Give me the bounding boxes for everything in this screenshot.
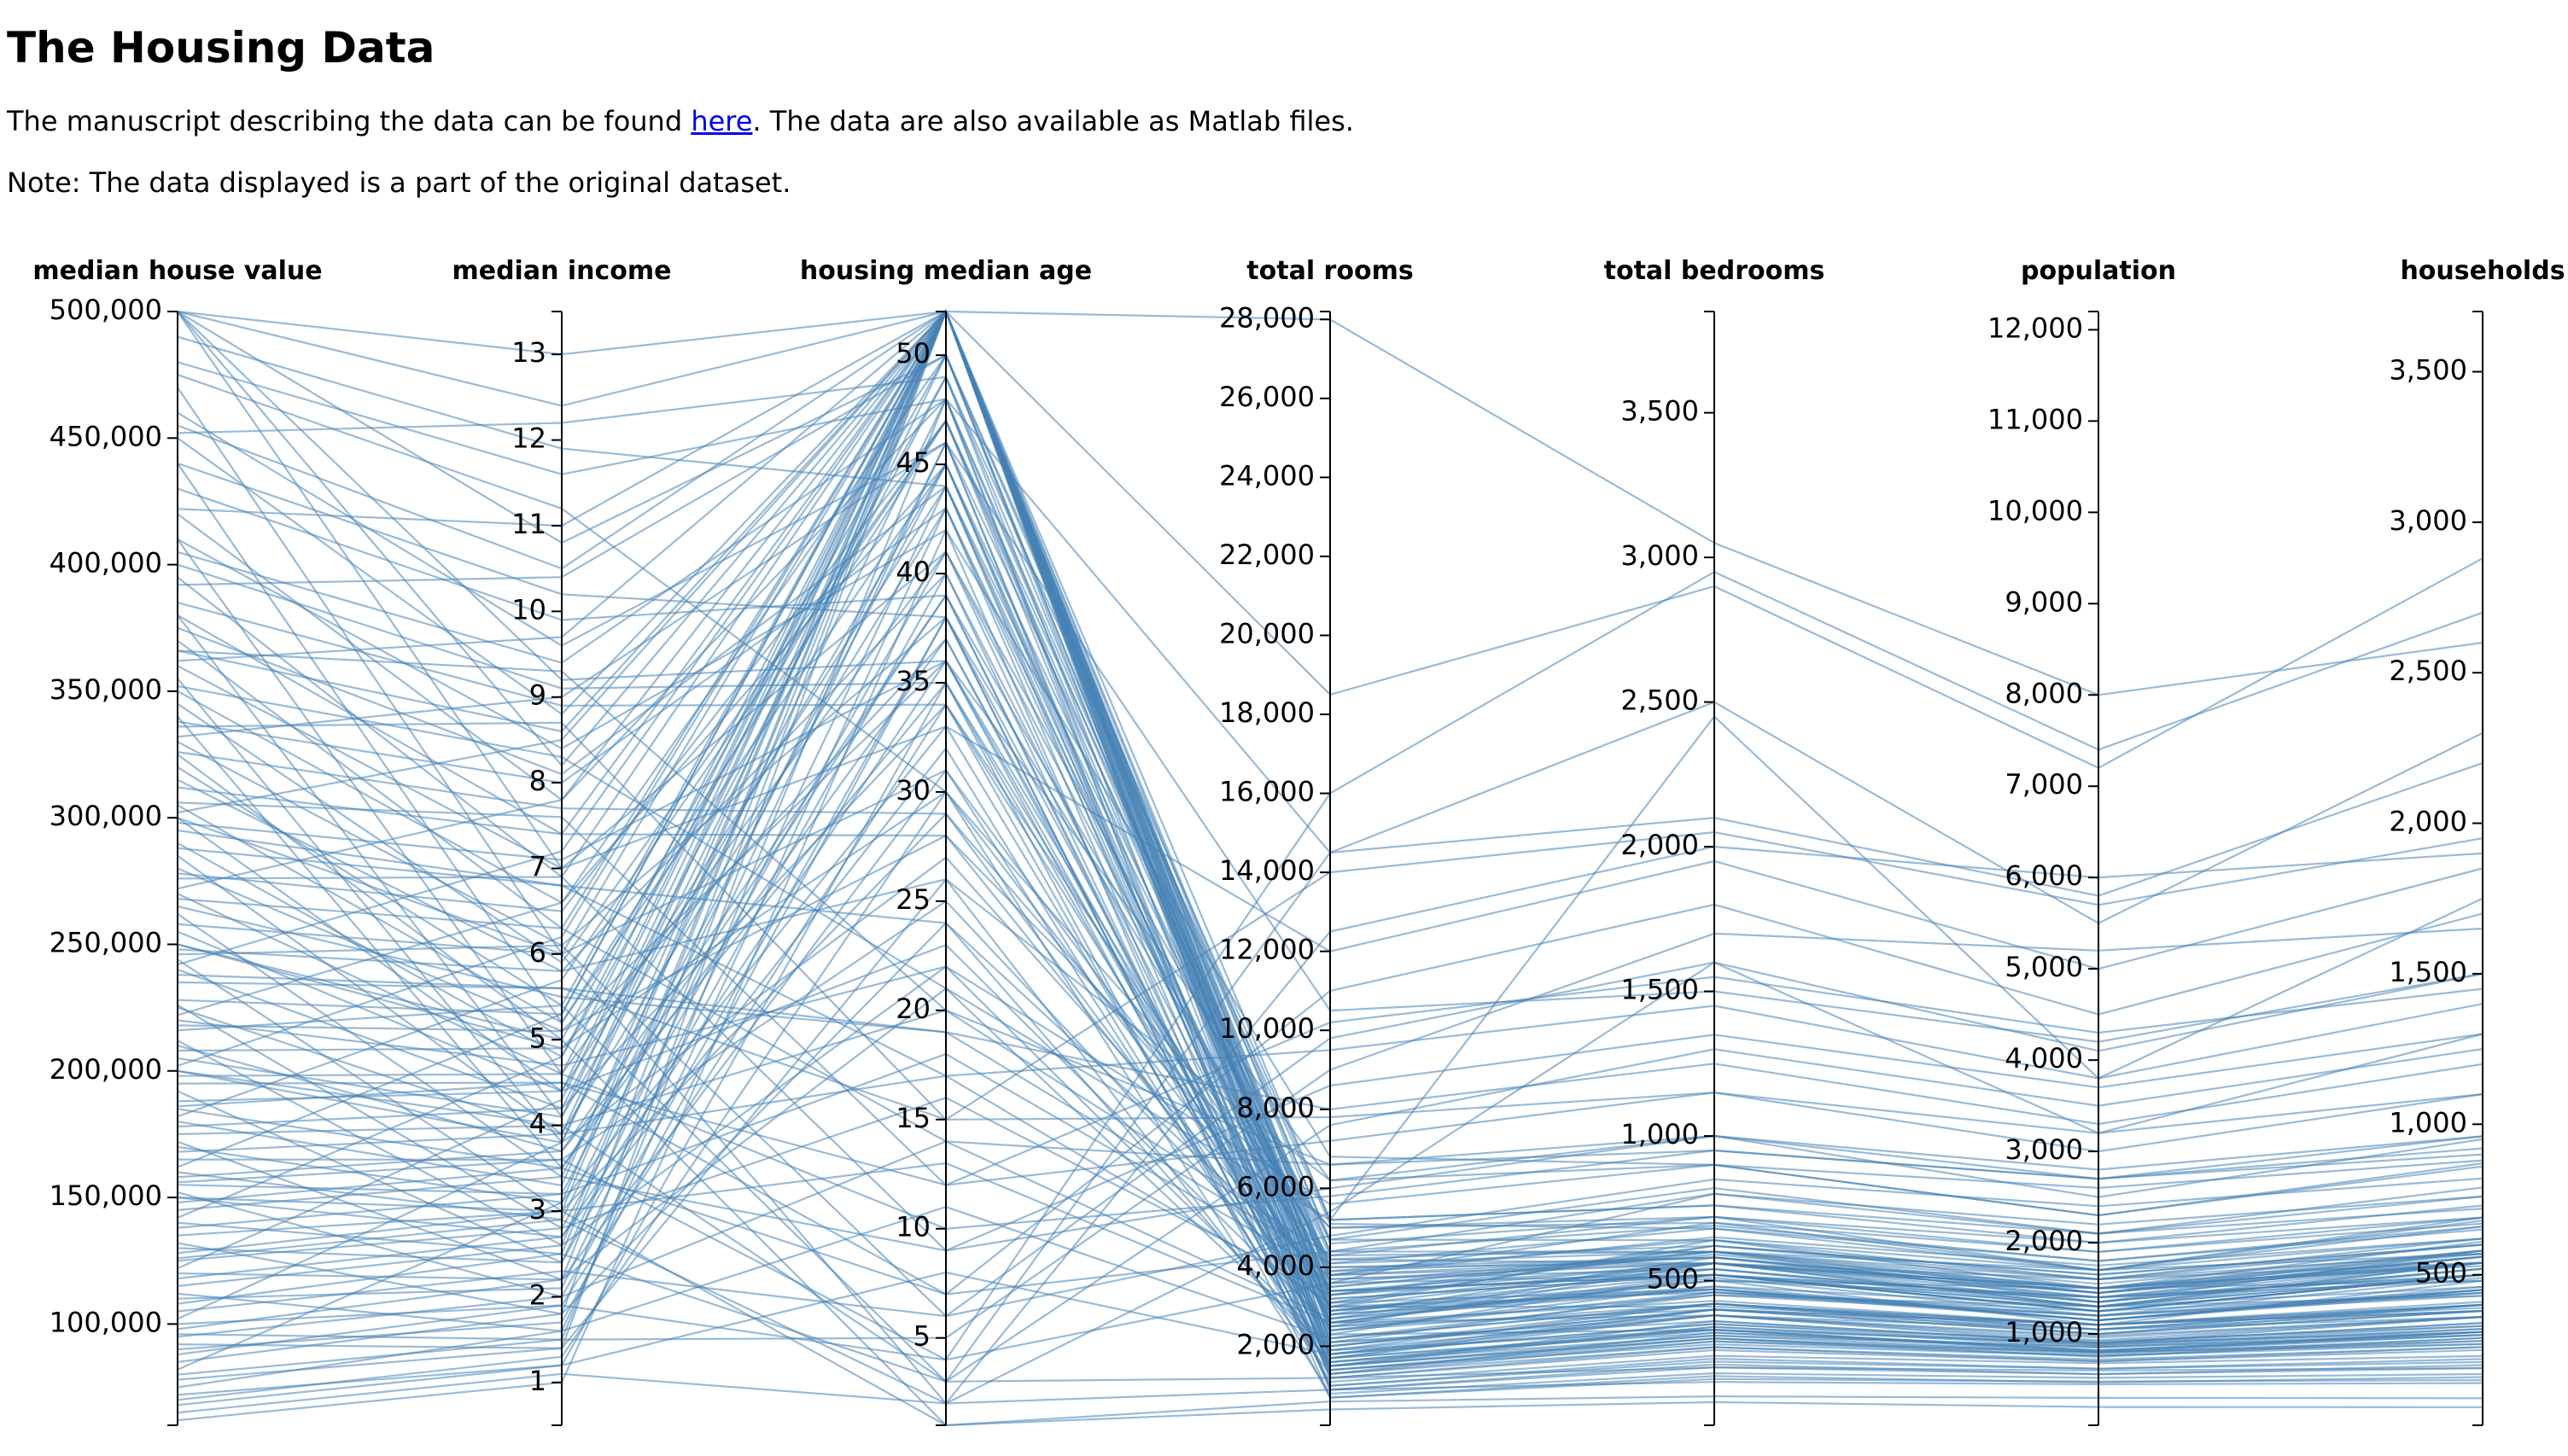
tick-label: 500	[2415, 1257, 2467, 1290]
tick-label: 6,000	[2005, 859, 2083, 892]
tick-label: 2,000	[2389, 806, 2467, 838]
axis-title[interactable]: housing median age	[800, 256, 1092, 286]
tick-label: 1,000	[2389, 1106, 2467, 1139]
tick-label: 28,000	[1219, 301, 1315, 334]
tick-label: 3,000	[2005, 1133, 2083, 1166]
tick-label: 5	[529, 1022, 546, 1054]
tick-label: 7	[529, 851, 546, 883]
tick-label: 2,500	[2389, 655, 2467, 687]
parallel-coordinates-chart[interactable]: 100,000 150,000 200,000 250,000 300,000 350,0…	[0, 230, 2568, 1456]
tick-label: 8	[529, 765, 546, 797]
tick-label: 7,000	[2005, 768, 2083, 801]
description-text-after: . The data are also available as Matlab …	[752, 105, 1354, 137]
tick-label: 1,500	[2389, 956, 2467, 988]
tick-label: 1,000	[2005, 1316, 2083, 1348]
axis-total-bedrooms[interactable]: 500 1,000 1,500 2,000 2,500 3,000 3,500 total b…	[1604, 256, 1825, 1426]
axis-population[interactable]: 1,000 2,000 3,000 4,000 5,000 6,000 7,000 8,000…	[1987, 256, 2176, 1426]
axis-households[interactable]: 500 1,000 1,500 2,000 2,500 3,000 3,500 househo…	[2389, 256, 2565, 1426]
tick-label: 20,000	[1219, 617, 1315, 649]
tick-label: 30	[896, 774, 931, 807]
tick-label: 150,000	[50, 1179, 162, 1212]
description-paragraph: The manuscript describing the data can b…	[7, 102, 1354, 140]
tick-label: 20	[896, 993, 931, 1025]
tick-label: 40	[896, 556, 931, 588]
tick-label: 3,500	[1620, 395, 1699, 428]
tick-label: 250,000	[50, 926, 162, 958]
tick-label: 350,000	[50, 673, 162, 706]
tick-label: 5	[913, 1320, 931, 1353]
tick-label: 35	[896, 665, 931, 697]
axis-title[interactable]: households	[2400, 256, 2565, 286]
page-title: The Housing Data	[7, 23, 435, 73]
tick-label: 3,500	[2389, 354, 2467, 387]
tick-label: 12,000	[1219, 934, 1315, 966]
axis-title[interactable]: total bedrooms	[1604, 256, 1825, 286]
tick-label: 10	[896, 1211, 931, 1243]
tick-label: 1,500	[1620, 974, 1699, 1006]
tick-label: 200,000	[50, 1053, 162, 1086]
axis-title[interactable]: total rooms	[1246, 256, 1413, 286]
tick-label: 6,000	[1236, 1170, 1315, 1203]
tick-label: 3	[529, 1193, 546, 1226]
tick-label: 11	[511, 508, 546, 540]
axis-title[interactable]: population	[2021, 256, 2176, 286]
tick-label: 24,000	[1219, 459, 1315, 492]
tick-label: 18,000	[1219, 696, 1315, 729]
tick-label: 5,000	[2005, 951, 2083, 983]
tick-label: 14,000	[1219, 854, 1315, 887]
tick-label: 400,000	[50, 547, 162, 579]
tick-label: 3,000	[2389, 504, 2467, 537]
tick-label: 2,500	[1620, 684, 1699, 717]
tick-label: 8,000	[2005, 677, 2083, 709]
tick-label: 500	[1647, 1263, 1699, 1296]
note-paragraph: Note: The data displayed is a part of th…	[7, 166, 791, 199]
tick-label: 26,000	[1219, 381, 1315, 413]
tick-label: 3,000	[1620, 539, 1699, 572]
axes: 100,000 150,000 200,000 250,000 300,000 350,0…	[32, 256, 2565, 1426]
tick-label: 10,000	[1987, 494, 2083, 527]
tick-label: 13	[511, 336, 546, 369]
axis-total-rooms[interactable]: 2,000 4,000 6,000 8,000 10,000 12,000 14,000 16…	[1219, 256, 1414, 1426]
tick-label: 100,000	[50, 1306, 162, 1338]
tick-label: 4,000	[2005, 1042, 2083, 1075]
tick-label: 25	[896, 883, 931, 916]
tick-label: 1,000	[1620, 1118, 1699, 1150]
tick-label: 22,000	[1219, 539, 1315, 571]
tick-label: 1	[529, 1365, 546, 1397]
axis-title[interactable]: median house value	[32, 256, 322, 286]
tick-label: 4,000	[1236, 1249, 1315, 1282]
axis-title[interactable]: median income	[452, 256, 671, 286]
manuscript-link[interactable]: here	[691, 105, 753, 137]
tick-label: 10,000	[1219, 1012, 1315, 1045]
axis-median-house-value[interactable]: 100,000 150,000 200,000 250,000 300,000 350,0…	[32, 256, 323, 1426]
tick-label: 500,000	[50, 294, 162, 326]
tick-label: 2,000	[1236, 1328, 1315, 1360]
tick-label: 300,000	[50, 800, 162, 832]
tick-label: 9	[529, 679, 546, 712]
tick-label: 50	[896, 337, 931, 370]
tick-label: 8,000	[1236, 1092, 1315, 1124]
axis-housing-median-age[interactable]: 5 10 15 20 25 30 35 40 45 50 housing median age	[800, 256, 1092, 1426]
tick-label: 2,000	[2005, 1225, 2083, 1257]
tick-label: 45	[896, 446, 931, 479]
tick-label: 450,000	[50, 420, 162, 452]
tick-label: 2	[529, 1278, 546, 1311]
tick-label: 12	[511, 422, 546, 455]
tick-label: 4	[529, 1108, 546, 1140]
tick-label: 10	[511, 593, 546, 626]
description-text-before: The manuscript describing the data can b…	[7, 105, 692, 137]
tick-label: 11,000	[1987, 403, 2083, 435]
tick-label: 15	[896, 1102, 931, 1134]
tick-label: 9,000	[2005, 585, 2083, 618]
tick-label: 12,000	[1987, 312, 2083, 344]
tick-label: 6	[529, 936, 546, 969]
tick-label: 2,000	[1620, 829, 1699, 861]
tick-label: 16,000	[1219, 776, 1315, 808]
